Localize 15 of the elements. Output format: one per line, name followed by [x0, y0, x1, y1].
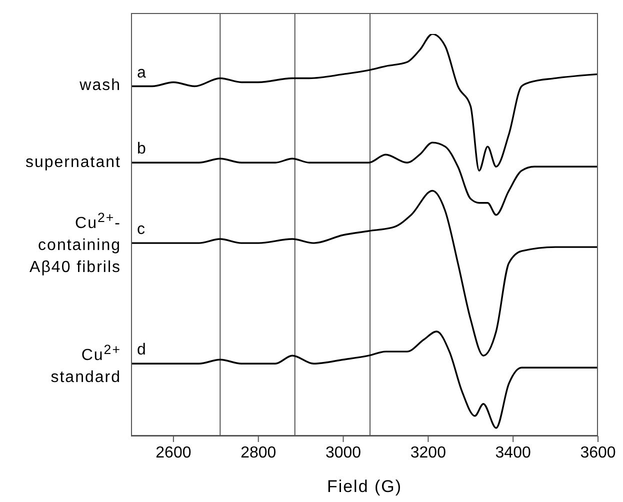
x-tick-label: 3200	[410, 444, 446, 462]
series-label: b	[137, 140, 146, 158]
x-tick-label: 2600	[156, 444, 192, 462]
text: wash	[78, 76, 121, 96]
x-tick-label: 3000	[325, 444, 362, 462]
x-tick-label: 2800	[240, 444, 276, 462]
text: Cu$^{2+}$-containing Aβ40 fibrils	[28, 208, 121, 278]
text: Cu$^{2+}$ standard	[50, 340, 121, 388]
series-label: c	[137, 221, 145, 238]
series-label: d	[137, 342, 146, 359]
text: supernatant	[24, 152, 121, 173]
x-axis-title: Field (G)	[326, 477, 402, 496]
series-label: a	[137, 64, 146, 82]
x-tick-label: 3400	[495, 444, 531, 462]
x-tick-label: 3600	[580, 444, 616, 462]
